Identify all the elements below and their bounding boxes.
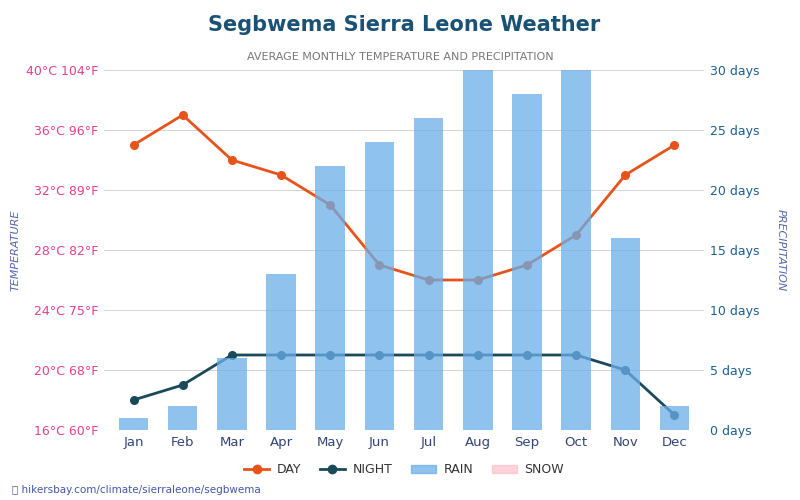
Bar [463, 70, 493, 430]
Bar [315, 166, 345, 430]
Bar [512, 94, 542, 430]
Text: 📍 hikersbay.com/climate/sierraleone/segbwema: 📍 hikersbay.com/climate/sierraleone/segb… [12, 485, 261, 495]
Legend: DAY, NIGHT, RAIN, SNOW: DAY, NIGHT, RAIN, SNOW [239, 458, 569, 481]
Title: Segbwema Sierra Leone Weather: Segbwema Sierra Leone Weather [208, 15, 600, 35]
Bar [217, 358, 246, 430]
Y-axis label: TEMPERATURE: TEMPERATURE [10, 210, 20, 290]
Bar [562, 70, 591, 430]
Bar [168, 406, 198, 430]
Y-axis label: PRECIPITATION: PRECIPITATION [776, 209, 786, 291]
Bar [610, 238, 640, 430]
Bar [118, 418, 148, 430]
Bar [414, 118, 443, 430]
Bar [365, 142, 394, 430]
Bar [660, 406, 690, 430]
Text: AVERAGE MONTHLY TEMPERATURE AND PRECIPITATION: AVERAGE MONTHLY TEMPERATURE AND PRECIPIT… [246, 52, 554, 62]
Bar [266, 274, 296, 430]
